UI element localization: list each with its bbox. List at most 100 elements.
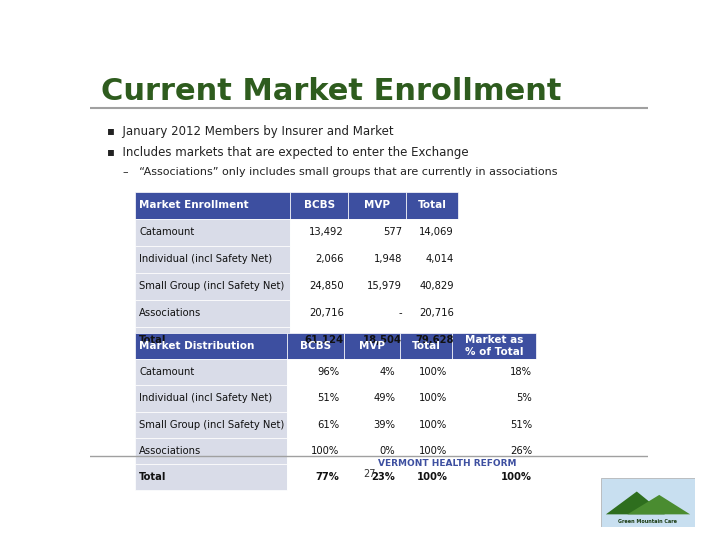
FancyBboxPatch shape — [407, 192, 458, 219]
Text: 20,716: 20,716 — [419, 308, 454, 318]
FancyBboxPatch shape — [452, 411, 536, 438]
Text: 4,014: 4,014 — [426, 254, 454, 264]
Text: BCBS: BCBS — [300, 341, 331, 351]
FancyBboxPatch shape — [135, 300, 290, 327]
Text: Market as
% of Total: Market as % of Total — [465, 335, 523, 357]
FancyBboxPatch shape — [452, 386, 536, 411]
FancyBboxPatch shape — [290, 246, 348, 273]
Text: 77%: 77% — [315, 472, 339, 482]
Text: Market Distribution: Market Distribution — [139, 341, 254, 351]
Polygon shape — [606, 491, 665, 514]
Text: 100%: 100% — [501, 472, 532, 482]
Text: 100%: 100% — [311, 446, 339, 456]
FancyBboxPatch shape — [348, 219, 407, 246]
Text: MVP: MVP — [364, 200, 390, 210]
FancyBboxPatch shape — [290, 219, 348, 246]
FancyBboxPatch shape — [407, 327, 458, 354]
FancyBboxPatch shape — [407, 219, 458, 246]
FancyBboxPatch shape — [135, 333, 287, 359]
FancyBboxPatch shape — [287, 359, 343, 386]
FancyBboxPatch shape — [135, 438, 287, 464]
Text: 27: 27 — [363, 469, 375, 480]
FancyBboxPatch shape — [348, 246, 407, 273]
Text: Associations: Associations — [139, 308, 202, 318]
Text: Total: Total — [139, 472, 166, 482]
Text: 15,979: 15,979 — [367, 281, 402, 291]
FancyBboxPatch shape — [452, 333, 536, 359]
FancyBboxPatch shape — [407, 246, 458, 273]
FancyBboxPatch shape — [343, 386, 400, 411]
Text: 100%: 100% — [419, 394, 448, 403]
Text: -: - — [398, 308, 402, 318]
Text: 79,628: 79,628 — [415, 335, 454, 345]
FancyBboxPatch shape — [452, 438, 536, 464]
FancyBboxPatch shape — [348, 192, 407, 219]
Text: Total: Total — [411, 341, 441, 351]
FancyBboxPatch shape — [287, 438, 343, 464]
Text: Market Enrollment: Market Enrollment — [139, 200, 248, 210]
Text: 100%: 100% — [419, 367, 448, 377]
FancyBboxPatch shape — [287, 464, 343, 490]
Text: Green Mountain Care: Green Mountain Care — [618, 518, 678, 524]
FancyBboxPatch shape — [407, 273, 458, 300]
Text: 14,069: 14,069 — [419, 227, 454, 237]
Text: Associations: Associations — [139, 446, 202, 456]
Text: 2,066: 2,066 — [315, 254, 343, 264]
FancyBboxPatch shape — [400, 464, 452, 490]
FancyBboxPatch shape — [135, 327, 290, 354]
Text: 5%: 5% — [516, 394, 532, 403]
Text: 18,504: 18,504 — [363, 335, 402, 345]
FancyBboxPatch shape — [290, 192, 348, 219]
Text: 100%: 100% — [417, 472, 448, 482]
Text: 1,948: 1,948 — [374, 254, 402, 264]
Text: Individual (incl Safety Net): Individual (incl Safety Net) — [139, 394, 272, 403]
Text: 577: 577 — [383, 227, 402, 237]
FancyBboxPatch shape — [348, 327, 407, 354]
Text: Total: Total — [418, 200, 447, 210]
FancyBboxPatch shape — [400, 411, 452, 438]
Text: Small Group (incl Safety Net): Small Group (incl Safety Net) — [139, 281, 284, 291]
FancyBboxPatch shape — [400, 386, 452, 411]
FancyBboxPatch shape — [452, 464, 536, 490]
Text: Catamount: Catamount — [139, 367, 194, 377]
Text: 100%: 100% — [419, 420, 448, 430]
Text: Current Market Enrollment: Current Market Enrollment — [101, 77, 562, 106]
Text: 39%: 39% — [374, 420, 395, 430]
FancyBboxPatch shape — [135, 464, 287, 490]
FancyBboxPatch shape — [452, 359, 536, 386]
Text: 4%: 4% — [379, 367, 395, 377]
Text: 40,829: 40,829 — [419, 281, 454, 291]
FancyBboxPatch shape — [407, 300, 458, 327]
Text: 0%: 0% — [379, 446, 395, 456]
FancyBboxPatch shape — [290, 300, 348, 327]
Text: 13,492: 13,492 — [309, 227, 343, 237]
FancyBboxPatch shape — [601, 478, 695, 526]
Text: ▪  January 2012 Members by Insurer and Market: ▪ January 2012 Members by Insurer and Ma… — [107, 125, 393, 138]
Text: 23%: 23% — [372, 472, 395, 482]
FancyBboxPatch shape — [348, 273, 407, 300]
Text: 51%: 51% — [510, 420, 532, 430]
FancyBboxPatch shape — [135, 192, 290, 219]
Text: –   “Associations” only includes small groups that are currently in associations: – “Associations” only includes small gro… — [124, 167, 558, 177]
FancyBboxPatch shape — [135, 219, 290, 246]
FancyBboxPatch shape — [135, 386, 287, 411]
Text: 61,124: 61,124 — [305, 335, 343, 345]
FancyBboxPatch shape — [135, 246, 290, 273]
FancyBboxPatch shape — [343, 411, 400, 438]
Text: 96%: 96% — [317, 367, 339, 377]
Text: Total: Total — [139, 335, 166, 345]
FancyBboxPatch shape — [290, 327, 348, 354]
Text: Catamount: Catamount — [139, 227, 194, 237]
Text: 100%: 100% — [419, 446, 448, 456]
FancyBboxPatch shape — [135, 411, 287, 438]
FancyBboxPatch shape — [287, 386, 343, 411]
Text: VERMONT HEALTH REFORM: VERMONT HEALTH REFORM — [378, 460, 516, 469]
FancyBboxPatch shape — [343, 359, 400, 386]
Text: 51%: 51% — [317, 394, 339, 403]
FancyBboxPatch shape — [287, 333, 343, 359]
FancyBboxPatch shape — [135, 359, 287, 386]
FancyBboxPatch shape — [287, 411, 343, 438]
FancyBboxPatch shape — [400, 438, 452, 464]
Text: 18%: 18% — [510, 367, 532, 377]
Text: MVP: MVP — [359, 341, 384, 351]
